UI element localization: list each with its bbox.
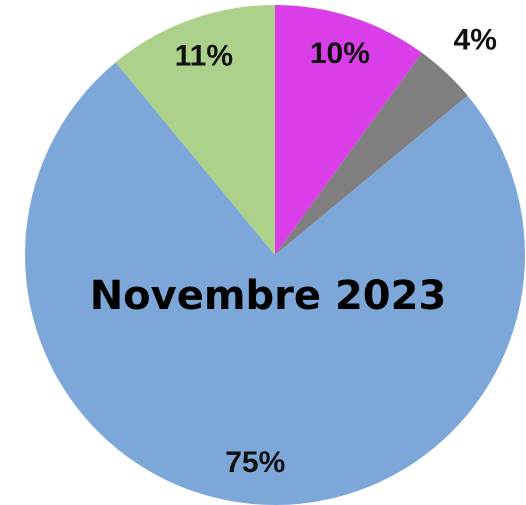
data-label: 10% bbox=[310, 37, 370, 70]
data-label: 4% bbox=[454, 24, 497, 57]
slices bbox=[25, 5, 526, 505]
pie-slice bbox=[25, 62, 526, 505]
chart-title: Novembre 2023 bbox=[90, 273, 447, 319]
pie-slice bbox=[115, 5, 275, 255]
labels: 10% 4% 75% 11% bbox=[175, 24, 497, 479]
pie-slice bbox=[275, 5, 422, 255]
pie-slice bbox=[275, 52, 468, 255]
data-label: 11% bbox=[175, 39, 233, 72]
data-label: 75% bbox=[225, 446, 285, 479]
